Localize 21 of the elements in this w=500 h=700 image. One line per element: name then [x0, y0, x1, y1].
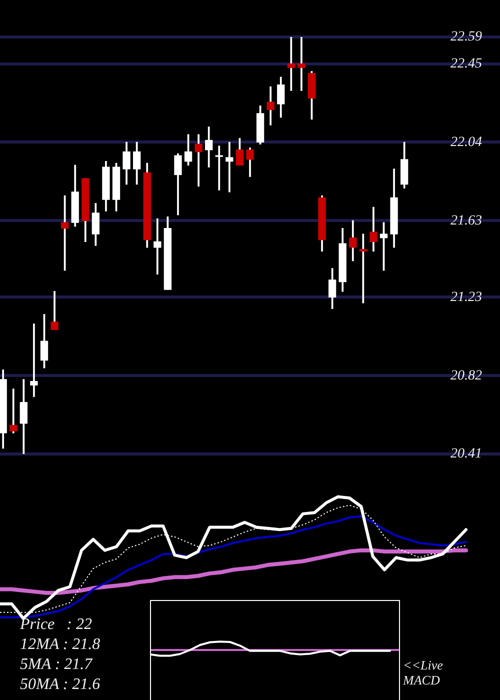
candlestick — [287, 37, 295, 91]
y-tick-label: 20.41 — [450, 446, 482, 462]
text: <<Live MACD — [402, 657, 444, 688]
y-tick-label: 21.63 — [450, 213, 482, 228]
y-tick-label: 21.23 — [450, 290, 482, 305]
candlestick — [226, 142, 234, 192]
candlestick — [298, 37, 306, 91]
candlestick — [10, 388, 18, 434]
y-tick-label: 22.04 — [450, 134, 482, 150]
candlestick — [215, 146, 223, 190]
candlestick — [30, 324, 38, 397]
text: 12MA : 21.8 — [20, 636, 100, 654]
candlestick — [359, 234, 367, 304]
candlestick — [154, 218, 162, 275]
y-tick-label: 22.59 — [450, 30, 482, 45]
candlestick — [194, 134, 202, 187]
annotation: Price : 22 — [19, 616, 92, 634]
y-tick-label: 22.45 — [450, 56, 482, 72]
text: 50MA : 21.6 — [20, 676, 100, 694]
text: 5MA : 21.7 — [20, 656, 94, 674]
y-tick-label: 20.82 — [450, 368, 482, 384]
